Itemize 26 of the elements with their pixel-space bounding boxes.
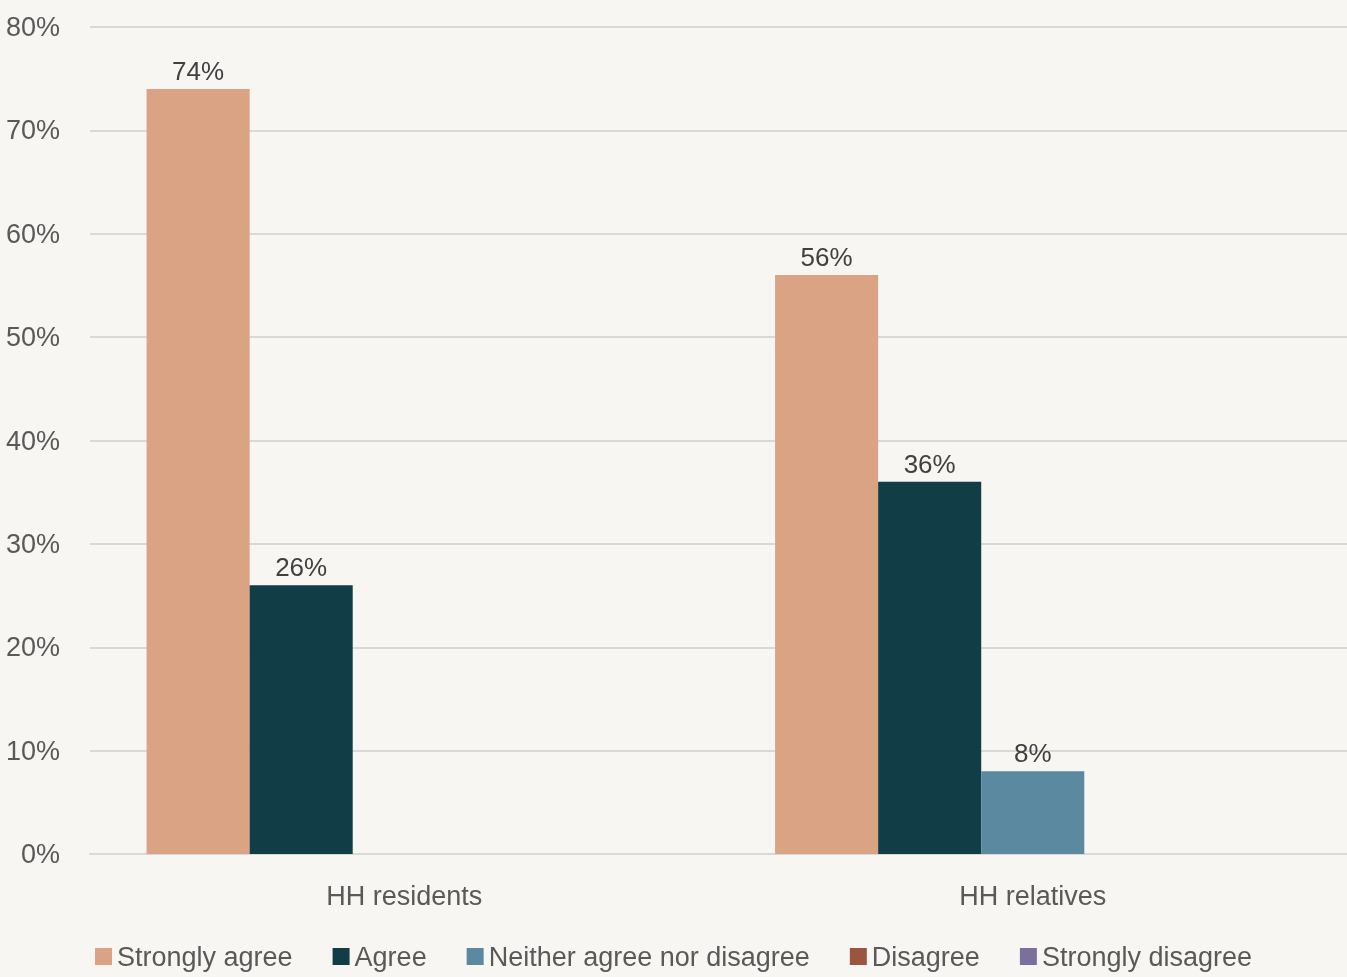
y-tick-label: 60% bbox=[5, 218, 60, 249]
y-tick-label: 40% bbox=[5, 425, 60, 456]
bar bbox=[775, 275, 879, 854]
y-tick-label: 80% bbox=[5, 12, 60, 42]
legend-label: Strongly disagree bbox=[1041, 941, 1253, 972]
x-tick-label: HH residents bbox=[326, 880, 483, 911]
legend-label: Neither agree nor disagree bbox=[488, 941, 810, 972]
legend-label: Strongly agree bbox=[116, 941, 293, 972]
x-tick-label: HH relatives bbox=[959, 880, 1107, 911]
legend-label: Agree bbox=[354, 941, 427, 972]
bar bbox=[146, 89, 250, 854]
y-tick-label: 20% bbox=[5, 632, 60, 663]
y-tick-label: 30% bbox=[5, 528, 60, 559]
bar bbox=[878, 481, 982, 854]
y-tick-label: 70% bbox=[5, 115, 60, 146]
legend-label: Disagree bbox=[871, 941, 980, 972]
y-tick-label: 50% bbox=[5, 322, 60, 353]
data-label: 56% bbox=[800, 242, 853, 273]
bar bbox=[249, 585, 353, 854]
y-tick-label: 0% bbox=[20, 839, 60, 869]
y-tick-label: 10% bbox=[5, 735, 60, 766]
data-label: 74% bbox=[172, 56, 225, 87]
data-label: 26% bbox=[275, 552, 328, 583]
bar bbox=[981, 771, 1085, 854]
data-label: 8% bbox=[1013, 738, 1052, 769]
data-label: 36% bbox=[903, 448, 956, 479]
